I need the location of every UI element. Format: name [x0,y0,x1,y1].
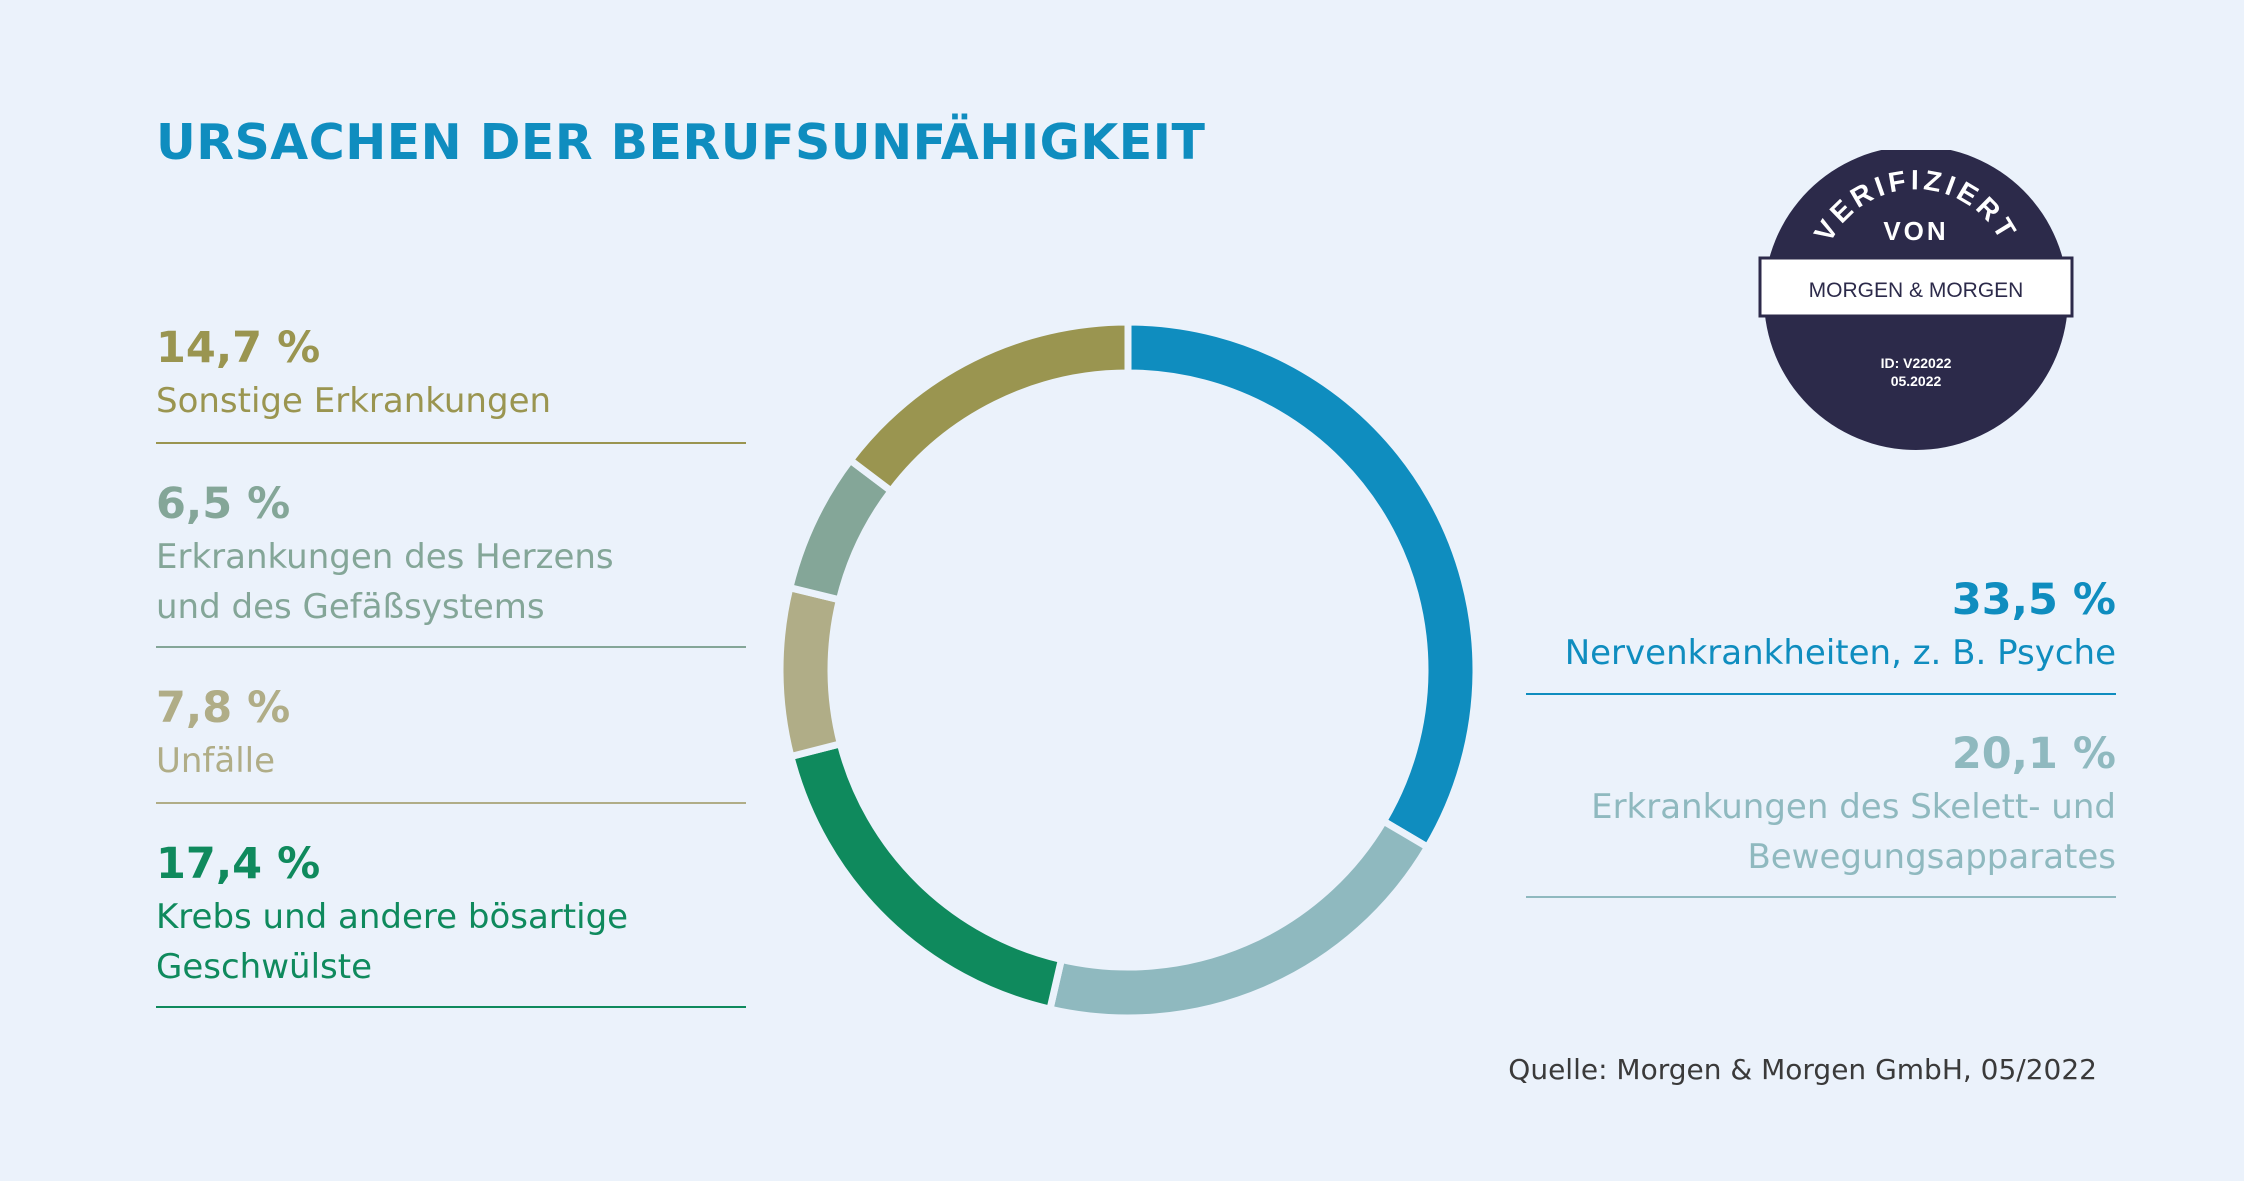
legend-item-sonstige: 14,7 % Sonstige Erkrankungen [156,320,746,444]
seal-brand: MORGEN & MORGEN [1809,279,2024,302]
legend-value-sonstige: 14,7 % [156,323,321,373]
donut-slice-0 [1124,320,1478,852]
legend-value-unfaelle: 7,8 % [156,683,291,733]
legend-divider [1526,693,2116,695]
seal-middle-text: VON [1883,216,1948,246]
verification-seal: VERIFIZIERT VON MORGEN & MORGEN ID: V220… [1758,150,2074,450]
seal-band [1758,256,2074,318]
legend-item-unfaelle: 7,8 % Unfälle [156,680,746,804]
legend-value-skelett: 20,1 % [1951,729,2116,779]
legend-label-nerven: Nervenkrankheiten, z. B. Psyche [1564,633,2116,673]
legend-item-skelett: 20,1 % Erkrankungen des Skelett- und Bew… [1526,726,2116,900]
legend-divider [156,1006,746,1008]
donut-slice-2 [786,739,1066,1014]
legend-label-unfaelle: Unfälle [156,741,276,781]
seal-id: ID: V22022 [1881,355,1952,371]
donut-chart [778,320,1478,1020]
legend-value-krebs: 17,4 % [156,839,321,889]
legend-label-sonstige: Sonstige Erkrankungen [156,381,552,421]
source-note: Quelle: Morgen & Morgen GmbH, 05/2022 [1508,1053,2097,1086]
donut-slice-5 [845,320,1132,496]
legend-divider [156,646,746,648]
donut-slice-1 [1045,816,1433,1020]
legend-divider [1526,896,2116,898]
legend-item-nerven: 33,5 % Nervenkrankheiten, z. B. Psyche [1526,572,2116,696]
legend-divider [156,802,746,804]
donut-slice-3 [778,583,845,761]
legend-value-herz: 6,5 % [156,479,291,529]
legend-value-nerven: 33,5 % [1951,575,2116,625]
legend-divider [156,442,746,444]
legend-label-skelett: Erkrankungen des Skelett- und Bewegungsa… [1591,787,2116,877]
page-title: URSACHEN DER BERUFSUNFÄHIGKEIT [156,114,1206,171]
legend-item-krebs: 17,4 % Krebs und andere bösartige Geschw… [156,836,746,1008]
seal-date: 05.2022 [1891,373,1942,389]
legend-item-herz: 6,5 % Erkrankungen des Herzens und des G… [156,476,746,648]
legend-label-krebs: Krebs und andere bösartige Geschwülste [156,897,629,987]
legend-label-herz: Erkrankungen des Herzens und des Gefäßsy… [156,537,614,627]
